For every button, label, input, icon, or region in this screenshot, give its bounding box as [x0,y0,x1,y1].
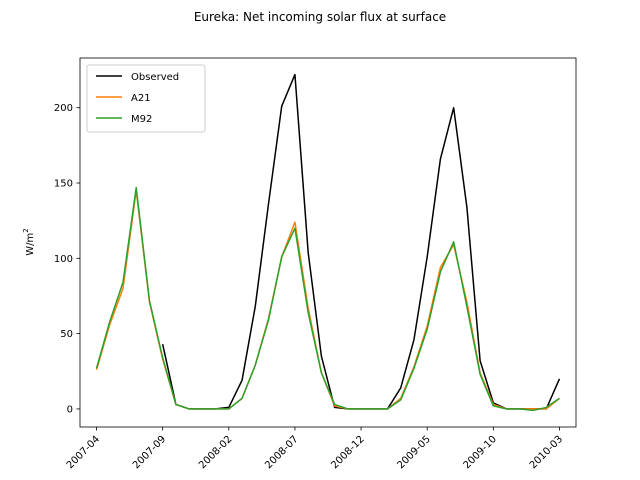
y-tick-label: 50 [60,329,73,340]
x-tick-label: 2010-03 [528,434,565,471]
legend-box [86,64,206,133]
legend-label-observed: Observed [131,72,179,83]
y-tick-label: 150 [54,179,73,190]
x-tick-label: 2008-12 [329,434,366,471]
series-layer [95,73,561,412]
y-axis: 0 50 100 150 200 [54,103,80,415]
series-line-m92 [95,186,560,412]
x-axis: 2007-04 2007-09 2008-02 2008-07 2008-12 2009-… [65,427,565,471]
y-tick-label: 200 [54,103,73,114]
y-axis-label: W/m2 [22,228,36,255]
chart-title: Eureka: Net incoming solar flux at surfa… [194,10,446,24]
y-tick-label: 100 [54,254,73,265]
y-axis-label-base: W/m [25,233,36,256]
y-tick-label: 0 [67,404,73,415]
x-tick-label: 2009-10 [462,434,499,471]
plot-frame [79,57,577,428]
x-tick-label: 2007-04 [65,434,102,471]
x-tick-label: 2008-07 [263,434,300,471]
x-tick-label: 2007-09 [131,434,168,471]
x-tick-label: 2008-02 [197,434,234,471]
legend-label-m92: M92 [131,114,152,125]
x-tick-label: 2009-05 [396,434,433,471]
legend: Observed A21 M92 [86,64,206,133]
y-axis-label-superscript: 2 [22,228,30,232]
legend-label-a21: A21 [131,93,151,104]
